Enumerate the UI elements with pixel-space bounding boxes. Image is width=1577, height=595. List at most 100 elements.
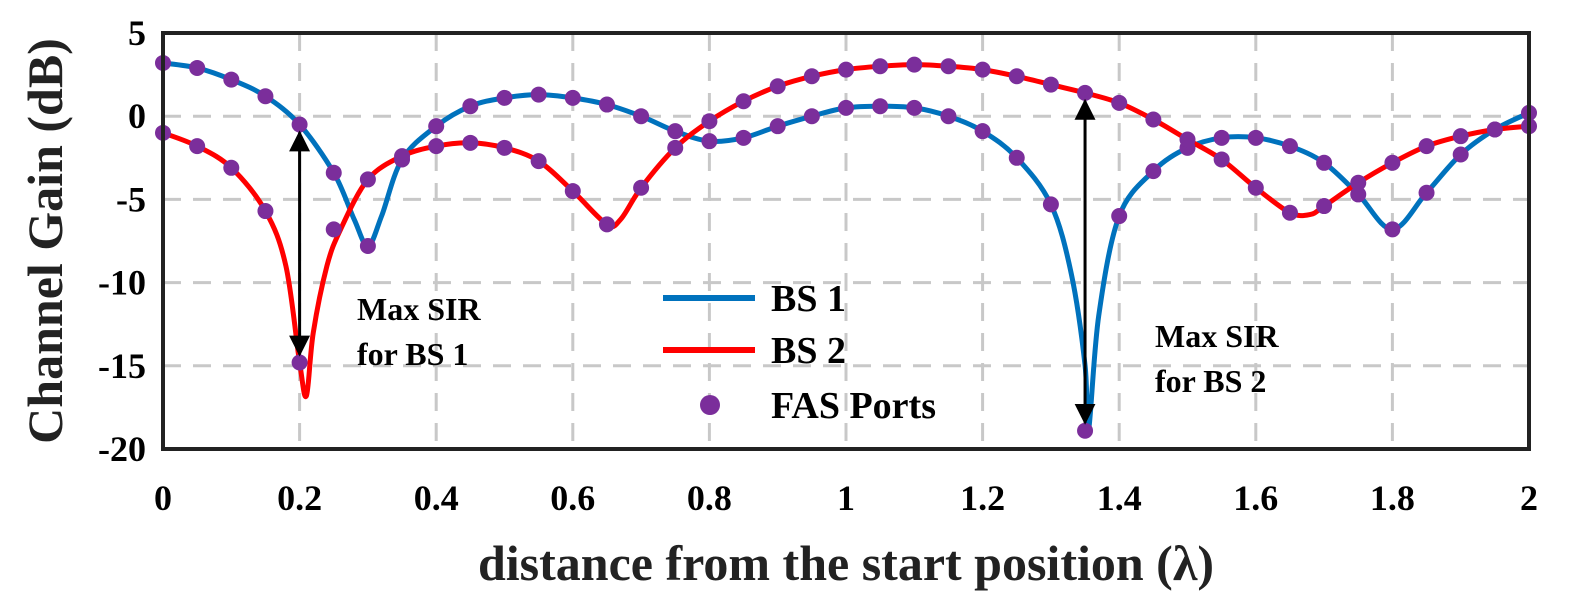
fas-port-marker <box>1042 196 1059 213</box>
fas-port-marker <box>1418 138 1435 155</box>
y-tick-label: 0 <box>128 96 146 136</box>
fas-port-marker <box>1316 198 1333 215</box>
x-tick-label: 0.2 <box>277 478 322 518</box>
fas-port-marker <box>1077 84 1094 101</box>
annotations: Max SIR for BS 1 Max SIR for BS 2 <box>289 98 1279 425</box>
fas-port-marker <box>838 61 854 78</box>
fas-port-marker <box>906 56 923 73</box>
fas-port-marker <box>735 129 752 146</box>
fas-port-marker <box>564 89 581 106</box>
x-tick-label: 1.8 <box>1370 478 1415 518</box>
fas-port-marker <box>1384 221 1401 238</box>
fas-port-marker <box>428 138 445 155</box>
y-tick-label: 5 <box>128 13 146 53</box>
fas-port-marker <box>1077 422 1094 439</box>
x-tick-label: 1.6 <box>1233 478 1278 518</box>
fas-port-marker <box>189 59 206 76</box>
fas-port-marker <box>1111 208 1128 225</box>
fas-port-marker <box>735 93 752 110</box>
fas-port-marker <box>940 58 957 75</box>
fas-port-marker <box>496 89 513 106</box>
fas-port-marker <box>1281 204 1298 221</box>
fas-ports-markers <box>155 54 1537 439</box>
fas-port-marker <box>803 68 820 85</box>
fas-port-marker <box>1281 138 1298 155</box>
fas-port-marker <box>598 96 615 113</box>
fas-port-marker <box>291 354 308 371</box>
fas-port-marker <box>803 108 820 125</box>
fas-port-marker <box>325 221 342 238</box>
fas-port-marker <box>633 179 650 196</box>
fas-port-marker <box>838 99 854 116</box>
fas-port-marker <box>1213 151 1230 168</box>
x-tick-label: 2 <box>1520 478 1538 518</box>
fas-port-marker <box>428 118 445 135</box>
legend-label: BS 1 <box>771 278 846 320</box>
fas-port-marker <box>325 164 342 181</box>
fas-port-marker <box>496 139 513 156</box>
fas-port-marker <box>701 133 718 150</box>
fas-port-marker <box>291 116 308 133</box>
fas-port-marker <box>1247 179 1264 196</box>
x-tick-label: 0.4 <box>414 478 459 518</box>
fas-port-marker <box>940 108 957 125</box>
y-axis-label: Channel Gain (dB) <box>17 38 73 444</box>
legend: BS 1 BS 2 FAS Ports <box>663 278 936 427</box>
fas-port-marker <box>906 99 923 116</box>
fas-port-marker <box>1145 111 1162 128</box>
max-sir-label: Max SIR <box>357 291 481 327</box>
fas-port-marker <box>1452 128 1469 145</box>
fas-port-marker <box>1247 129 1264 146</box>
max-sir-label: for BS 2 <box>1155 363 1266 399</box>
fas-port-marker <box>598 216 615 233</box>
x-tick-label: 0.8 <box>687 478 732 518</box>
fas-port-marker <box>1213 129 1230 146</box>
fas-port-marker <box>1316 154 1333 171</box>
fas-port-marker <box>530 153 547 170</box>
y-tick-label: -20 <box>98 429 146 469</box>
fas-port-marker <box>189 138 206 155</box>
fas-port-marker <box>1350 174 1367 191</box>
fas-port-marker <box>359 237 376 254</box>
x-tick-label: 1.2 <box>960 478 1005 518</box>
fas-port-marker <box>769 78 786 95</box>
fas-port-marker <box>667 123 684 140</box>
fas-port-marker <box>462 134 479 151</box>
fas-port-marker <box>633 108 650 125</box>
x-axis-label: distance from the start position (λ) <box>478 535 1214 591</box>
y-tick-label: -10 <box>98 263 146 303</box>
y-tick-label: -5 <box>116 179 146 219</box>
fas-port-marker <box>394 148 411 165</box>
fas-port-marker <box>223 71 240 88</box>
x-tick-label: 0 <box>154 478 172 518</box>
legend-label: FAS Ports <box>771 385 936 427</box>
fas-port-marker <box>530 86 547 103</box>
legend-swatch-marker <box>700 395 720 415</box>
fas-port-marker <box>872 98 889 115</box>
legend-label: BS 2 <box>771 330 846 372</box>
fas-port-marker <box>701 113 718 130</box>
fas-port-marker <box>974 61 991 78</box>
fas-port-marker <box>769 118 786 135</box>
fas-port-marker <box>359 171 376 188</box>
fas-port-marker <box>1350 186 1367 203</box>
fas-port-marker <box>1486 121 1503 138</box>
fas-port-marker <box>223 159 240 176</box>
fas-port-marker <box>1418 184 1435 201</box>
fas-port-marker <box>1452 146 1469 163</box>
plot-frame <box>161 31 1531 451</box>
fas-port-marker <box>1384 154 1401 171</box>
fas-port-marker <box>872 58 889 75</box>
fas-port-marker <box>1042 76 1059 93</box>
fas-port-marker <box>1111 94 1128 111</box>
fas-port-marker <box>974 123 991 140</box>
fas-port-marker <box>667 139 684 156</box>
fas-port-marker <box>1145 163 1162 180</box>
fas-port-marker <box>462 98 479 115</box>
fas-port-marker <box>564 183 581 200</box>
max-sir-label: for BS 1 <box>357 336 468 372</box>
x-tick-label: 1.4 <box>1097 478 1142 518</box>
max-sir-label: Max SIR <box>1155 318 1279 354</box>
x-tick-label: 0.6 <box>550 478 595 518</box>
